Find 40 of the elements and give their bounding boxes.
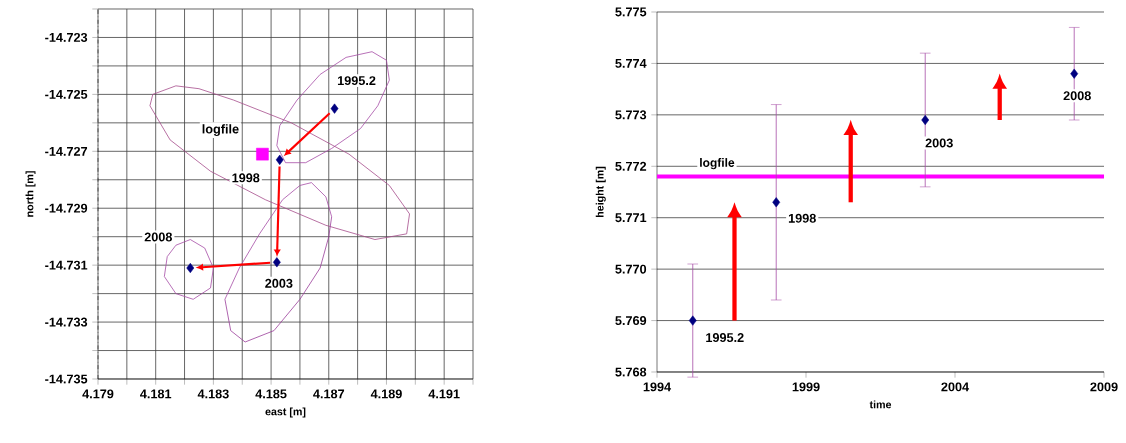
y-tick-label: -14.727	[45, 146, 88, 156]
x-tick-label: 2009	[1090, 382, 1118, 392]
y-tick-label: 5.769	[615, 316, 647, 326]
annotation: 1995.2	[337, 76, 376, 86]
x-tick-label: 4.179	[82, 389, 114, 399]
annotation: logfile	[202, 124, 239, 137]
y-tick-label: 5.771	[615, 213, 647, 223]
annotation: 2003	[925, 138, 953, 148]
annotation: 1995.2	[706, 333, 744, 343]
y-tick-label: -14.733	[45, 317, 88, 327]
y-tick-label: 5.775	[615, 7, 647, 17]
y-tick-label: -14.731	[45, 260, 88, 270]
y-axis-title: north [m]	[25, 171, 36, 217]
x-tick-label: 1999	[792, 382, 820, 392]
ref-line-label: logfile	[700, 158, 735, 170]
annotation: 1998	[788, 213, 816, 223]
y-tick-label: -14.725	[45, 89, 88, 99]
x-tick-label: 1994	[643, 382, 672, 392]
y-tick-label: -14.729	[45, 203, 88, 213]
x-tick-label: 4.187	[313, 389, 345, 399]
y-tick-label: 5.774	[615, 59, 647, 68]
x-axis-title: east [m]	[265, 407, 306, 418]
y-tick-label: -14.723	[45, 32, 88, 42]
annotation: 2003	[265, 278, 293, 288]
y-tick-label: 5.773	[615, 110, 647, 120]
x-tick-label: 2004	[941, 382, 970, 392]
annotation: 1998	[232, 173, 260, 183]
annotation: 2008	[144, 232, 172, 242]
x-axis-title: time	[869, 400, 892, 409]
y-axis-title: height [m]	[595, 166, 606, 218]
x-tick-label: 4.189	[370, 389, 402, 399]
y-tick-label: -14.735	[45, 374, 88, 384]
annotation: 2008	[1063, 91, 1091, 101]
x-tick-label: 4.181	[140, 389, 172, 399]
y-tick-label: 5.772	[615, 161, 647, 171]
y-tick-label: 5.768	[615, 367, 647, 377]
y-tick-label: 5.770	[615, 264, 647, 274]
x-tick-label: 4.185	[255, 389, 287, 399]
x-tick-label: 4.183	[197, 389, 229, 399]
x-tick-label: 4.191	[428, 389, 460, 399]
